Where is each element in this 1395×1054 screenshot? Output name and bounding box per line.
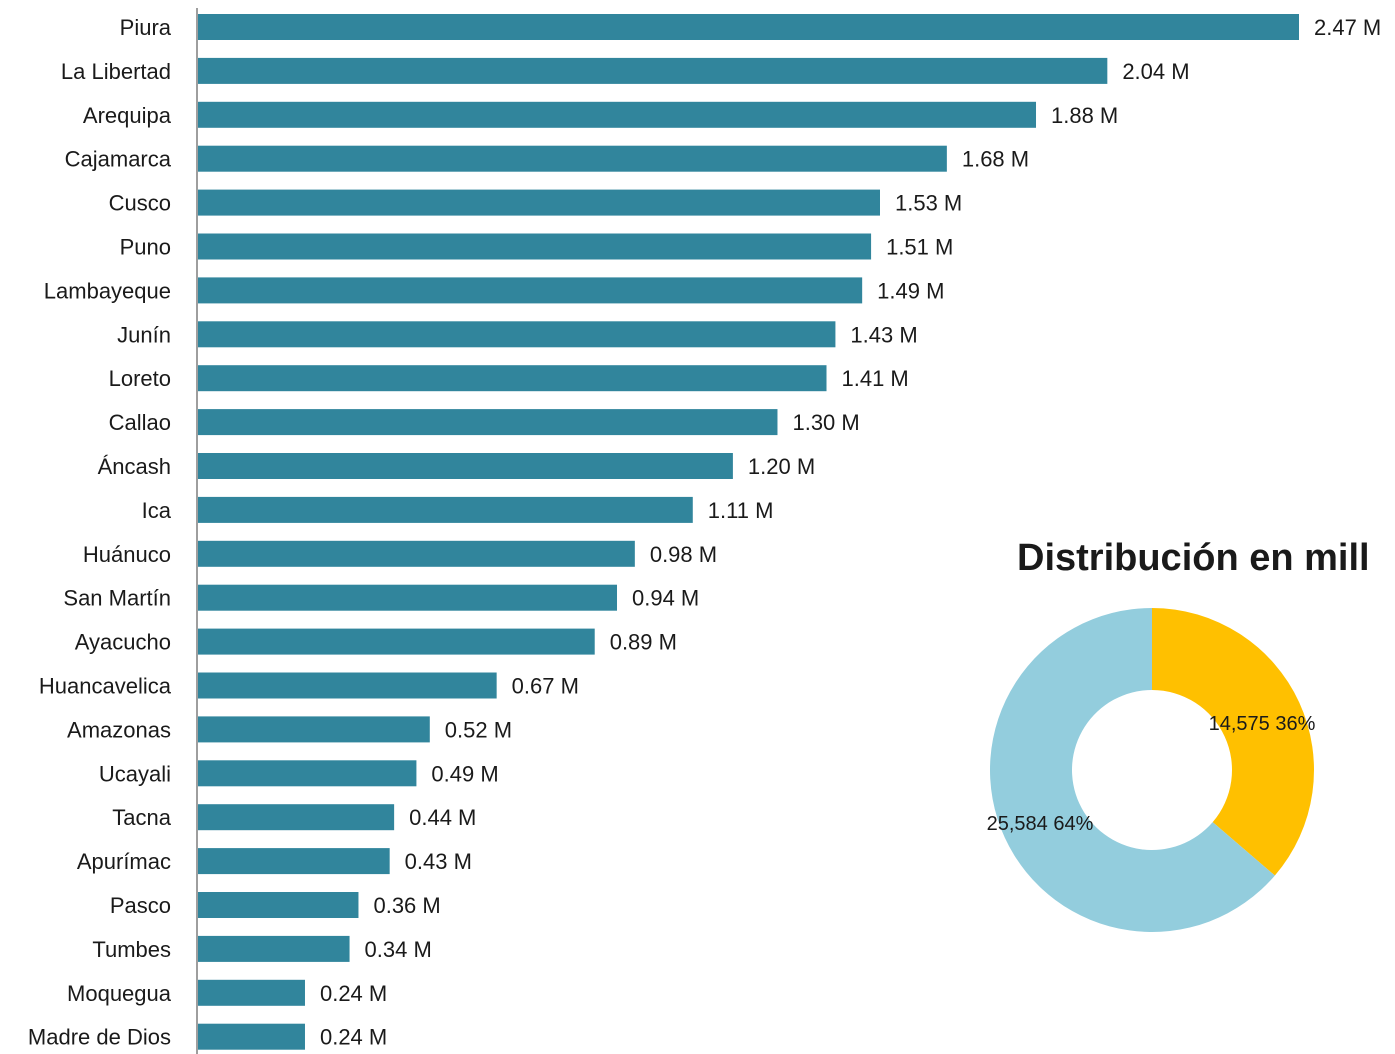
bar-1 <box>198 57 1108 84</box>
bar-7 <box>198 321 836 348</box>
donut-slice-0 <box>1152 608 1315 876</box>
category-label: Amazonas <box>67 717 171 742</box>
slice-label-1: 25,584 64% <box>987 813 1094 835</box>
value-label: 0.94 M <box>632 586 699 611</box>
value-label: 0.43 M <box>405 849 472 874</box>
category-label: Loreto <box>109 366 171 391</box>
value-label: 1.51 M <box>886 235 953 260</box>
category-label: Callao <box>109 410 171 435</box>
category-label: Tacna <box>112 805 171 830</box>
bar-12 <box>198 540 635 567</box>
category-label: Pasco <box>110 893 171 918</box>
bar-9 <box>198 409 778 436</box>
value-label: 1.20 M <box>748 454 815 479</box>
bar-11 <box>198 496 693 523</box>
value-label: 0.49 M <box>431 761 498 786</box>
bar-23 <box>198 1023 305 1050</box>
bar-13 <box>198 584 618 611</box>
category-label: Apurímac <box>77 849 171 874</box>
value-label: 0.36 M <box>373 893 440 918</box>
value-label: 2.04 M <box>1122 59 1189 84</box>
bar-17 <box>198 760 417 787</box>
value-label: 1.88 M <box>1051 103 1118 128</box>
slice-label-0: 14,575 36% <box>1209 713 1316 735</box>
category-label: Tumbes <box>92 937 171 962</box>
bar-3 <box>198 145 947 172</box>
value-label: 0.89 M <box>610 630 677 655</box>
bar-8 <box>198 365 827 392</box>
value-label: 1.53 M <box>895 191 962 216</box>
bar-6 <box>198 277 863 304</box>
bar-0 <box>198 14 1299 40</box>
bar-4 <box>198 189 880 216</box>
category-label: Junín <box>117 322 171 347</box>
category-label: San Martín <box>63 586 171 611</box>
category-label: Madre de Dios <box>28 1025 171 1050</box>
bar-5 <box>198 233 872 260</box>
category-label: Cajamarca <box>65 147 172 172</box>
category-label: Lambayeque <box>44 278 171 303</box>
bar-16 <box>198 716 430 743</box>
bar-14 <box>198 628 595 655</box>
value-label: 0.52 M <box>445 717 512 742</box>
category-label: Ica <box>142 498 172 523</box>
value-label: 0.34 M <box>365 937 432 962</box>
category-label: La Libertad <box>61 59 171 84</box>
category-label: Huánuco <box>83 542 171 567</box>
value-label: 1.11 M <box>708 498 774 523</box>
bar-10 <box>198 453 733 479</box>
bar-2 <box>198 101 1037 128</box>
donut-title: Distribución en mill <box>1017 537 1370 579</box>
category-label: Ucayali <box>99 761 171 786</box>
value-label: 0.24 M <box>320 981 387 1006</box>
category-label: Cusco <box>109 191 171 216</box>
category-label: Puno <box>120 235 171 260</box>
value-label: 1.43 M <box>850 322 917 347</box>
category-label: Ayacucho <box>75 630 171 655</box>
category-label: Moquegua <box>67 981 172 1006</box>
category-label: Piura <box>120 15 172 40</box>
value-label: 0.24 M <box>320 1025 387 1050</box>
bar-20 <box>198 892 359 918</box>
bar-15 <box>198 672 497 699</box>
donut-slice-1 <box>990 608 1275 932</box>
bar-22 <box>198 979 305 1006</box>
bar-21 <box>198 935 350 962</box>
value-label: 1.49 M <box>877 278 944 303</box>
value-label: 2.47 M <box>1314 15 1381 40</box>
value-label: 0.67 M <box>512 674 579 699</box>
value-label: 1.30 M <box>792 410 859 435</box>
value-label: 1.41 M <box>842 366 909 391</box>
category-label: Arequipa <box>83 103 172 128</box>
value-label: 0.44 M <box>409 805 476 830</box>
value-label: 1.68 M <box>962 147 1029 172</box>
bar-19 <box>198 848 390 875</box>
bar-18 <box>198 804 395 831</box>
category-label: Áncash <box>98 454 171 479</box>
category-label: Huancavelica <box>39 674 172 699</box>
value-label: 0.98 M <box>650 542 717 567</box>
